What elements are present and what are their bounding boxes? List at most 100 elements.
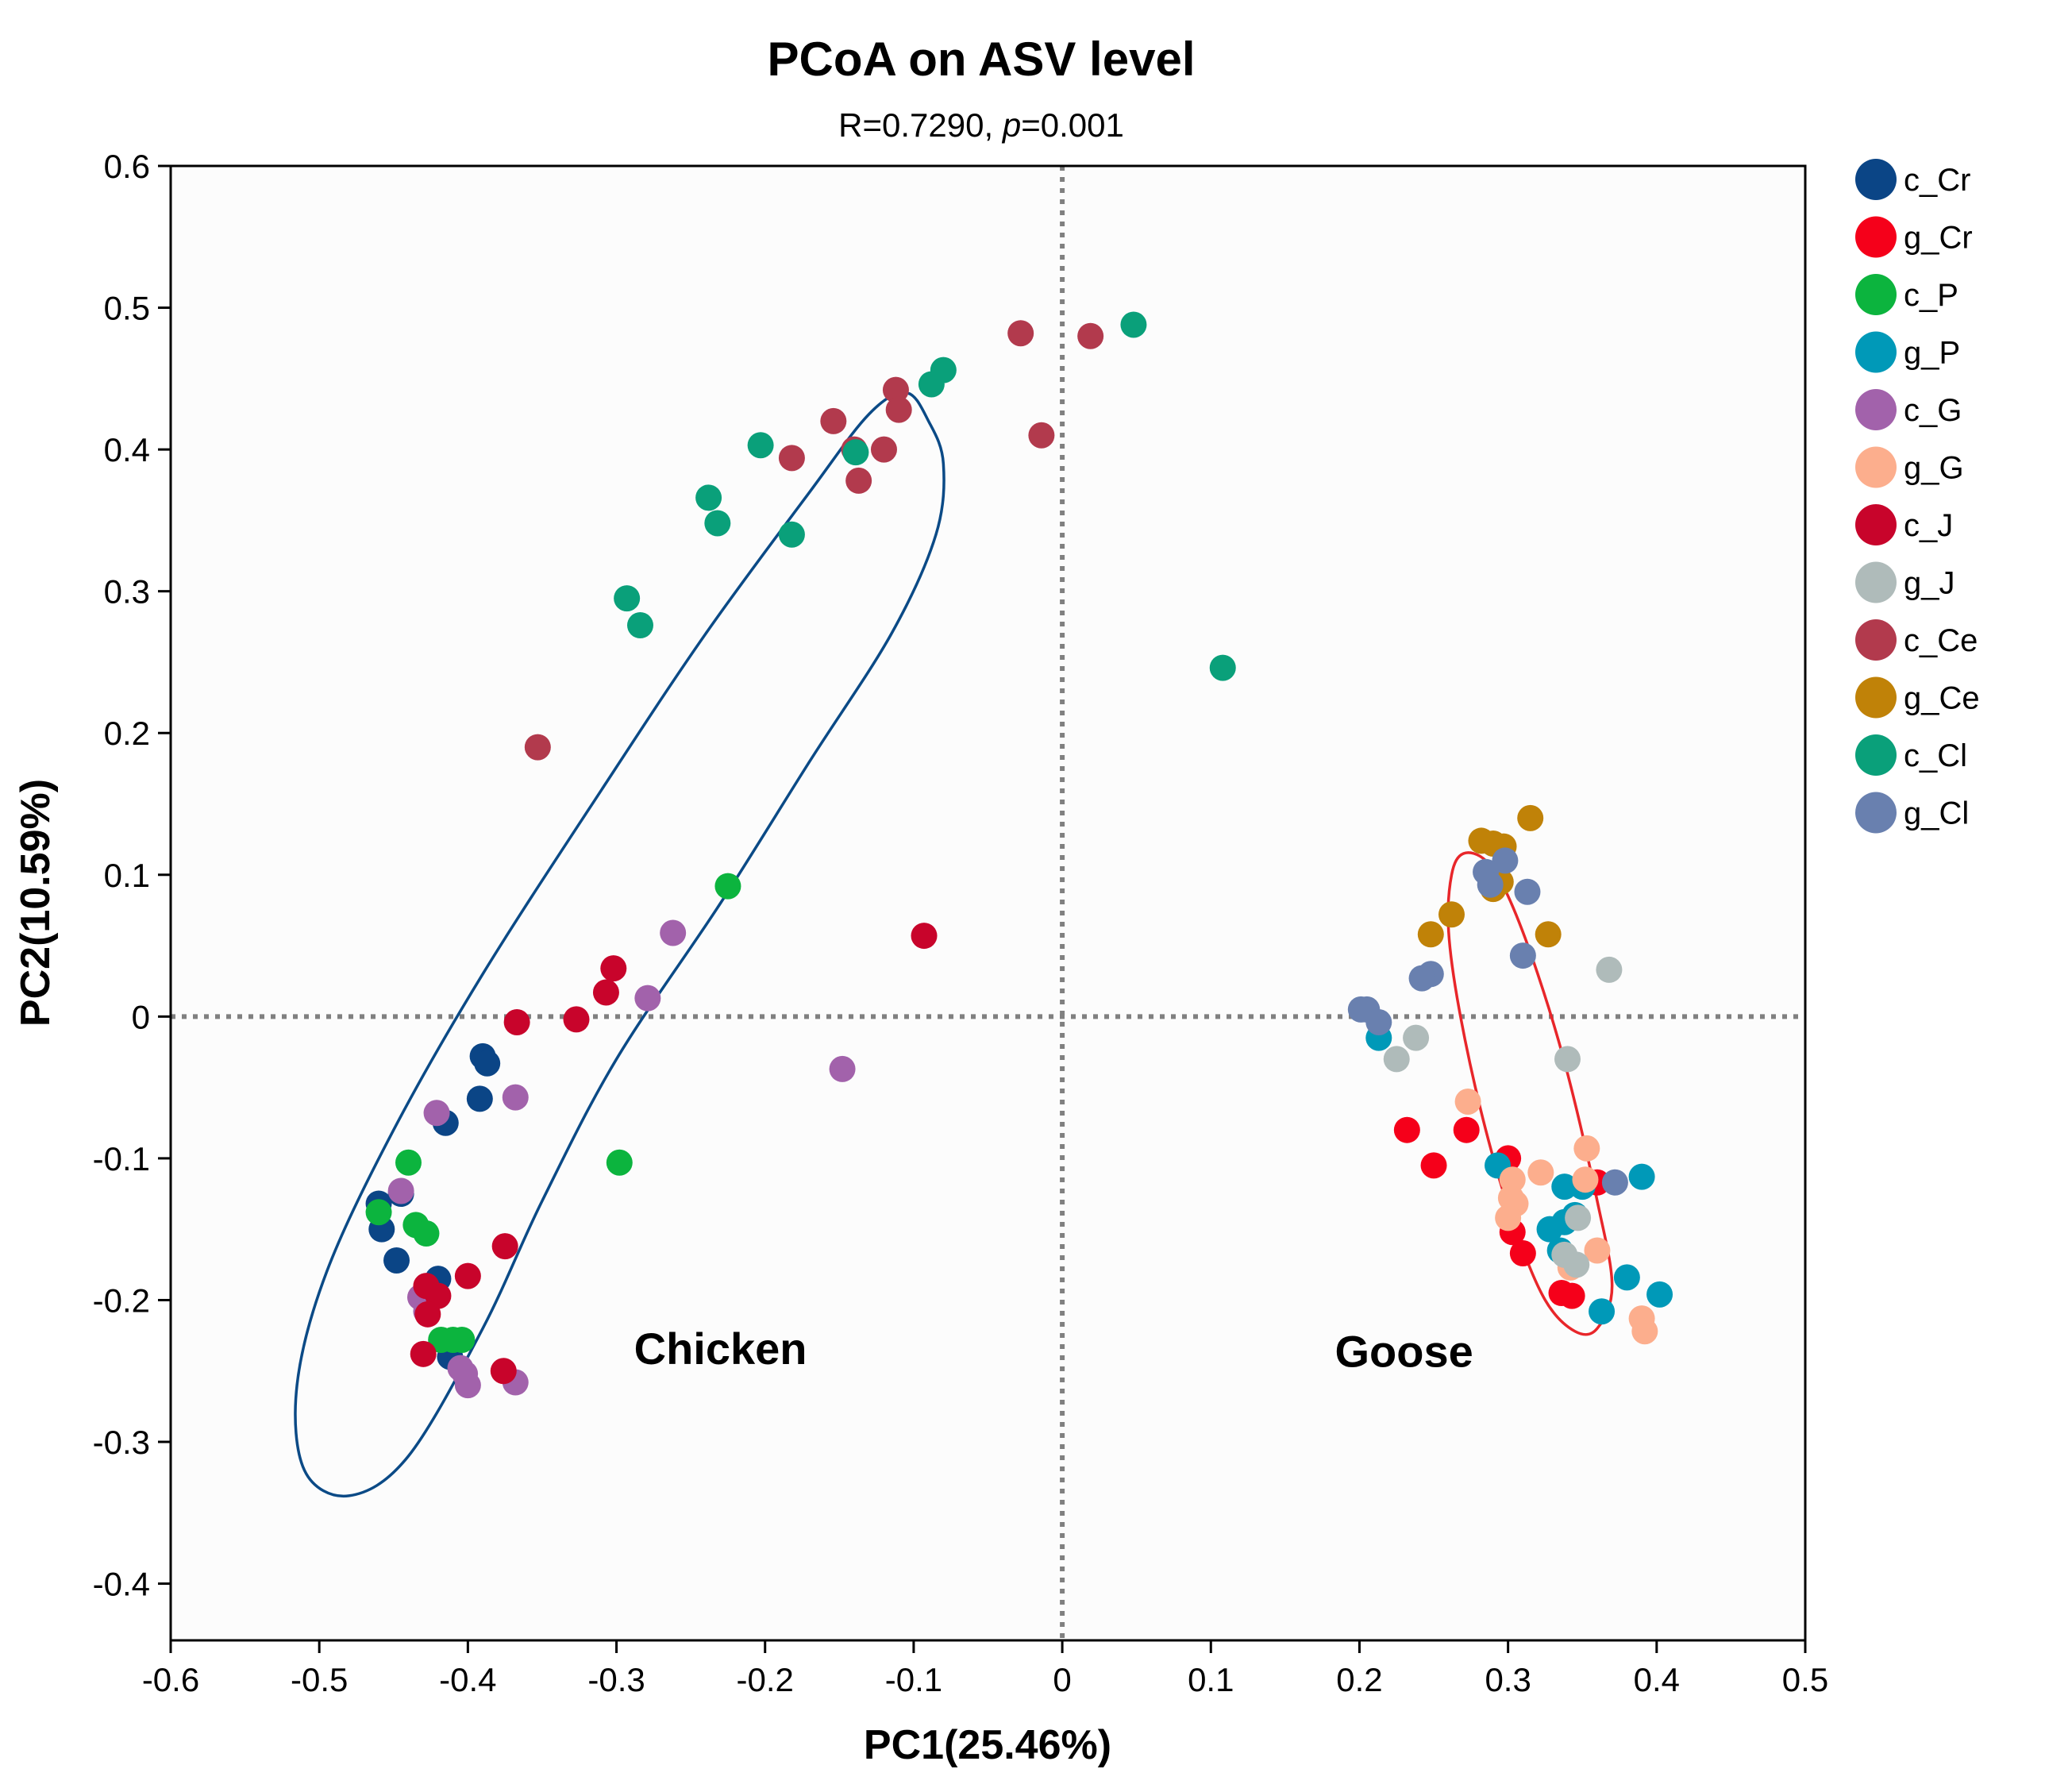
point-c_Ce <box>820 407 847 434</box>
x-tick-label: -0.3 <box>587 1661 645 1698</box>
series-c_Cl <box>614 311 1236 681</box>
legend-label: g_Cl <box>1904 796 1969 831</box>
legend-item-c_P: c_P <box>1855 274 1958 315</box>
point-g_Cr <box>1393 1116 1420 1143</box>
legend-swatch <box>1855 504 1897 545</box>
legend-label: g_Ce <box>1904 681 1980 716</box>
point-g_Ce <box>1535 921 1562 948</box>
point-g_P <box>1646 1281 1673 1308</box>
point-c_Cl <box>918 371 945 398</box>
y-tick-label: -0.2 <box>93 1281 150 1319</box>
point-c_J <box>454 1262 481 1289</box>
point-c_G <box>634 985 661 1012</box>
point-c_Ce <box>524 734 551 761</box>
y-tick-label: -0.4 <box>93 1566 150 1603</box>
point-g_Cr <box>1420 1152 1447 1179</box>
legend-item-g_G: g_G <box>1855 446 1964 488</box>
point-c_J <box>600 955 627 982</box>
legend-item-c_J: c_J <box>1855 504 1953 545</box>
series-g_Cl <box>1347 847 1628 1196</box>
point-g_J <box>1403 1024 1430 1051</box>
point-g_G <box>1454 1088 1481 1115</box>
legend-label: g_Cr <box>1904 221 1973 256</box>
legend: c_Cr g_Cr c_P g_P c_G g_G c_J g_J c_Ce g_Ce c_Cl g_… <box>1855 159 1980 834</box>
legend-swatch <box>1855 561 1897 603</box>
legend-swatch <box>1855 159 1897 200</box>
subtitle-statistic: R=0.7290, <box>838 106 1003 144</box>
point-c_G <box>502 1084 529 1111</box>
point-c_Cr <box>474 1050 501 1077</box>
y-tick-label: 0.3 <box>104 573 150 611</box>
legend-label: c_J <box>1904 508 1953 543</box>
y-tick-label: 0.5 <box>104 290 150 327</box>
subtitle-p-symbol: p <box>1001 106 1021 144</box>
point-c_Cl <box>1209 654 1236 681</box>
data-points <box>365 311 1673 1399</box>
legend-swatch <box>1855 331 1897 373</box>
point-g_Cr <box>1453 1116 1480 1143</box>
point-c_Ce <box>882 376 909 403</box>
point-c_Cl <box>747 432 774 459</box>
point-c_P <box>413 1220 440 1247</box>
legend-swatch <box>1855 676 1897 719</box>
point-c_Ce <box>1077 322 1104 349</box>
legend-item-g_Ce: g_Ce <box>1855 676 1980 719</box>
legend-item-g_P: g_P <box>1855 331 1960 373</box>
point-c_Cl <box>842 439 869 466</box>
legend-item-g_J: g_J <box>1855 561 1955 603</box>
point-c_P <box>428 1326 455 1353</box>
point-c_Ce <box>1028 422 1055 449</box>
point-g_J <box>1596 956 1623 983</box>
point-g_J <box>1554 1046 1581 1073</box>
point-c_Ce <box>885 396 912 423</box>
x-tick-label: 0.1 <box>1188 1661 1234 1698</box>
ellipse-chicken <box>294 391 945 1498</box>
legend-label: c_Cr <box>1904 163 1970 198</box>
point-c_P <box>606 1149 633 1176</box>
x-tick-label: 0.2 <box>1336 1661 1382 1698</box>
y-tick-label: 0.6 <box>104 148 150 185</box>
legend-label: c_Ce <box>1904 623 1978 658</box>
y-tick-label: 0 <box>132 998 150 1035</box>
point-c_Ce <box>778 445 805 472</box>
point-c_Cl <box>695 484 722 511</box>
legend-swatch <box>1855 389 1897 430</box>
point-g_G <box>1495 1204 1522 1231</box>
point-c_J <box>592 979 619 1006</box>
y-tick-label: -0.3 <box>93 1424 150 1461</box>
point-c_G <box>454 1372 481 1399</box>
point-c_P <box>449 1326 476 1353</box>
point-c_G <box>387 1177 414 1204</box>
point-g_P <box>1536 1216 1563 1243</box>
point-c_G <box>660 919 687 946</box>
y-axis: -0.4 -0.3 -0.2 -0.1 0 0.1 0.2 0.3 0.4 0.5 0.6 <box>93 148 172 1640</box>
chart-title: PCoA on ASV level <box>767 33 1195 86</box>
point-g_Cr <box>1558 1282 1585 1309</box>
x-axis-title: PC1(25.46%) <box>864 1722 1111 1768</box>
x-tick-label: -0.2 <box>737 1661 794 1698</box>
legend-item-g_Cr: g_Cr <box>1855 216 1973 258</box>
point-g_Cl <box>1514 878 1541 905</box>
point-c_Cl <box>778 521 805 548</box>
point-g_Cr <box>1509 1240 1536 1267</box>
legend-label: c_G <box>1904 393 1962 428</box>
x-tick-label: 0.5 <box>1782 1661 1828 1698</box>
point-g_J <box>1383 1046 1410 1073</box>
point-c_Ce <box>845 467 872 494</box>
series-g_J <box>1383 956 1623 1278</box>
point-g_J <box>1563 1251 1590 1278</box>
point-g_Cl <box>1601 1169 1628 1196</box>
legend-swatch <box>1855 734 1897 776</box>
point-c_Ce <box>870 436 897 463</box>
legend-swatch <box>1855 619 1897 661</box>
point-g_Ce <box>1438 901 1465 928</box>
point-g_J <box>1565 1204 1592 1231</box>
point-c_Cl <box>704 510 731 537</box>
y-tick-label: -0.1 <box>93 1140 150 1177</box>
point-g_G <box>1527 1159 1554 1186</box>
point-c_Cl <box>614 585 641 612</box>
point-g_Cl <box>1408 965 1435 992</box>
point-c_G <box>829 1055 856 1082</box>
point-g_G <box>1572 1166 1599 1193</box>
